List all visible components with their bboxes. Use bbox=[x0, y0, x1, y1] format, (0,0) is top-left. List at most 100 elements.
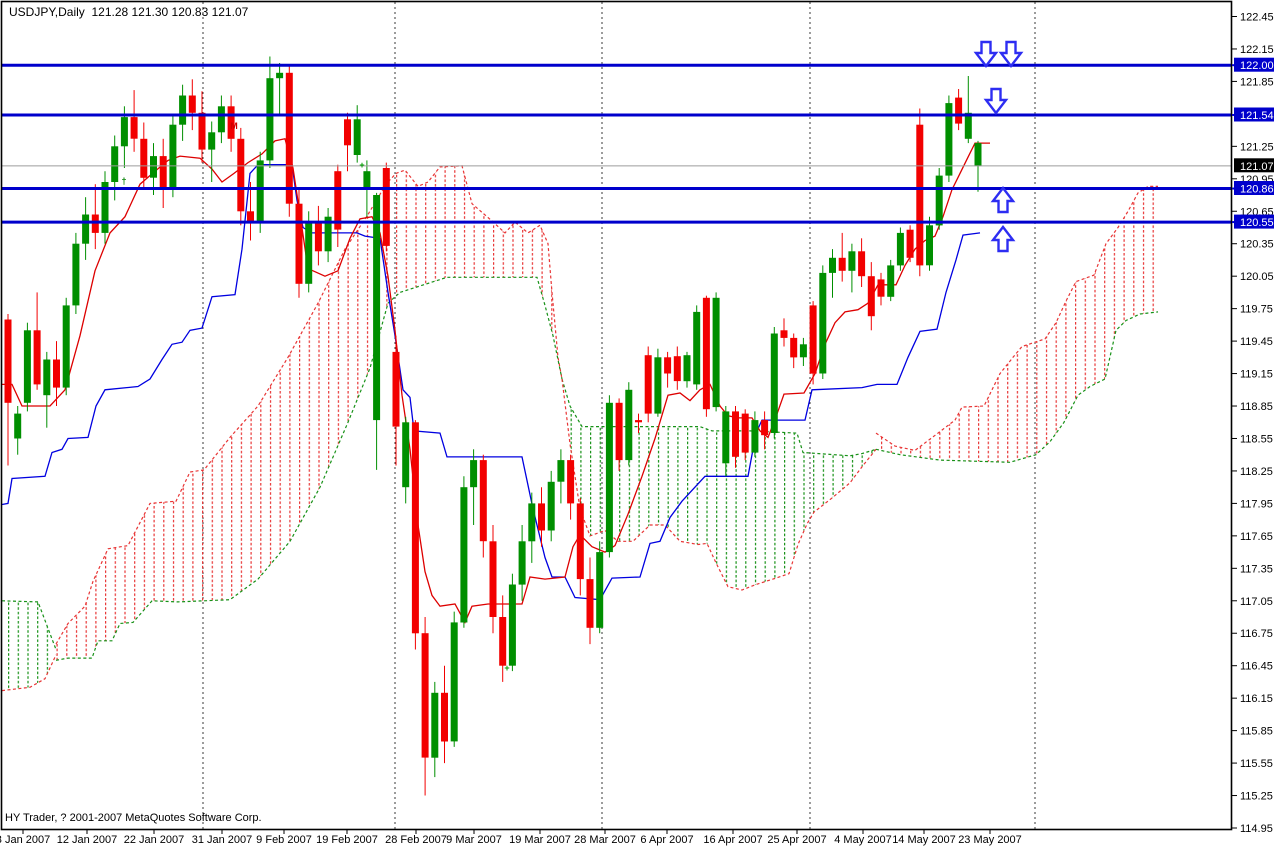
object-mark: M bbox=[230, 121, 238, 131]
candle-body bbox=[266, 78, 274, 161]
candle-body bbox=[916, 124, 924, 266]
candle-body bbox=[62, 305, 70, 388]
candle-body bbox=[615, 402, 623, 461]
period-separators bbox=[202, 2, 1036, 830]
candle bbox=[227, 95, 235, 152]
price-tick-label: 119.45 bbox=[1240, 336, 1273, 348]
candle bbox=[198, 91, 206, 163]
candle-body bbox=[586, 579, 594, 628]
price-tick-label: 117.35 bbox=[1240, 563, 1273, 575]
candle bbox=[518, 525, 526, 601]
price-tick-label: 116.45 bbox=[1240, 661, 1273, 673]
candle bbox=[470, 449, 478, 525]
candle-body bbox=[479, 460, 487, 542]
sell-arrow-down-icon bbox=[998, 40, 1024, 68]
candle-body bbox=[838, 257, 846, 271]
candle-body bbox=[198, 112, 206, 150]
level-label-box bbox=[1234, 57, 1274, 72]
price-tick-label: 120.05 bbox=[1240, 271, 1274, 283]
candle-body bbox=[237, 138, 245, 212]
buy-arrow-up-icon bbox=[990, 225, 1016, 253]
candle-body bbox=[770, 333, 778, 433]
candle bbox=[285, 65, 293, 217]
candle bbox=[33, 292, 41, 390]
candle-body bbox=[130, 117, 138, 139]
level-label-box bbox=[1234, 181, 1274, 195]
price-tick-label: 121.85 bbox=[1240, 76, 1274, 88]
candle bbox=[91, 184, 99, 250]
candle-body bbox=[227, 106, 235, 139]
candle bbox=[935, 168, 943, 230]
candle bbox=[712, 292, 720, 412]
candle bbox=[450, 611, 458, 747]
candle-body bbox=[188, 95, 196, 113]
price-tick-label: 117.05 bbox=[1240, 596, 1273, 608]
candle-body bbox=[295, 203, 303, 284]
level-lines bbox=[1, 63, 1232, 224]
candle-body bbox=[363, 171, 371, 190]
senkou-span-top bbox=[875, 185, 1158, 452]
candle bbox=[130, 90, 138, 152]
copyright-text: HY Trader, ? 2001-2007 MetaQuotes Softwa… bbox=[5, 812, 262, 824]
date-label: 19 Mar 2007 bbox=[509, 834, 571, 846]
candle bbox=[664, 351, 672, 388]
candle-body bbox=[596, 552, 604, 628]
candle-body bbox=[644, 355, 652, 414]
candle-body bbox=[43, 359, 51, 396]
candle bbox=[314, 205, 322, 266]
price-tick-label: 120.35 bbox=[1240, 239, 1274, 251]
candle-body bbox=[53, 359, 60, 388]
candle-body bbox=[635, 420, 642, 423]
candle-body bbox=[741, 413, 749, 453]
price-tick-label: 122.45 bbox=[1240, 12, 1274, 24]
current-price-label-box bbox=[1234, 158, 1274, 173]
candle bbox=[780, 318, 788, 347]
candle bbox=[693, 305, 701, 390]
candle-body bbox=[276, 72, 284, 79]
candle-body bbox=[217, 106, 225, 133]
candle bbox=[635, 413, 642, 434]
candle bbox=[809, 301, 817, 385]
candle-body bbox=[809, 305, 817, 374]
signal-arrows bbox=[973, 40, 1024, 253]
candle bbox=[305, 211, 313, 293]
date-label: 31 Jan 2007 bbox=[192, 834, 253, 846]
price-tick-label: 118.55 bbox=[1240, 434, 1273, 446]
candle bbox=[867, 262, 875, 331]
candle-body bbox=[887, 265, 895, 297]
candle bbox=[722, 406, 730, 477]
date-label: 22 Jan 2007 bbox=[124, 834, 185, 846]
candle bbox=[625, 382, 633, 466]
candle-body bbox=[780, 330, 788, 338]
date-label: 12 Jan 2007 bbox=[57, 834, 118, 846]
candle-body bbox=[373, 195, 381, 421]
candle-body bbox=[441, 692, 448, 742]
candle bbox=[829, 249, 836, 298]
candle-body bbox=[14, 413, 22, 439]
price-tick-label: 119.75 bbox=[1240, 304, 1273, 316]
candle-body bbox=[945, 103, 953, 176]
level-label-box bbox=[1234, 214, 1274, 229]
candle-body bbox=[926, 225, 933, 266]
candle-body bbox=[712, 297, 720, 408]
candle bbox=[858, 238, 866, 287]
object-mark: + bbox=[504, 663, 509, 673]
candle bbox=[392, 335, 400, 466]
price-tick-label: 116.15 bbox=[1240, 693, 1273, 705]
candle bbox=[838, 232, 846, 282]
candle bbox=[217, 95, 225, 144]
candle bbox=[411, 420, 419, 650]
candle bbox=[266, 56, 274, 168]
candle-body bbox=[877, 279, 885, 297]
candle-body bbox=[314, 222, 322, 252]
candle bbox=[790, 333, 798, 369]
date-label: 25 Apr 2007 bbox=[767, 834, 826, 846]
candle bbox=[605, 395, 613, 558]
date-axis: 3 Jan 2007 12 Jan 2007 22 Jan 2007 31 Jan 2… bbox=[0, 830, 1022, 846]
cloud-fill-green bbox=[2, 600, 56, 691]
cloud-fill-green bbox=[562, 379, 876, 590]
candle bbox=[528, 492, 536, 563]
candle bbox=[479, 454, 487, 558]
candle-body bbox=[334, 171, 342, 230]
